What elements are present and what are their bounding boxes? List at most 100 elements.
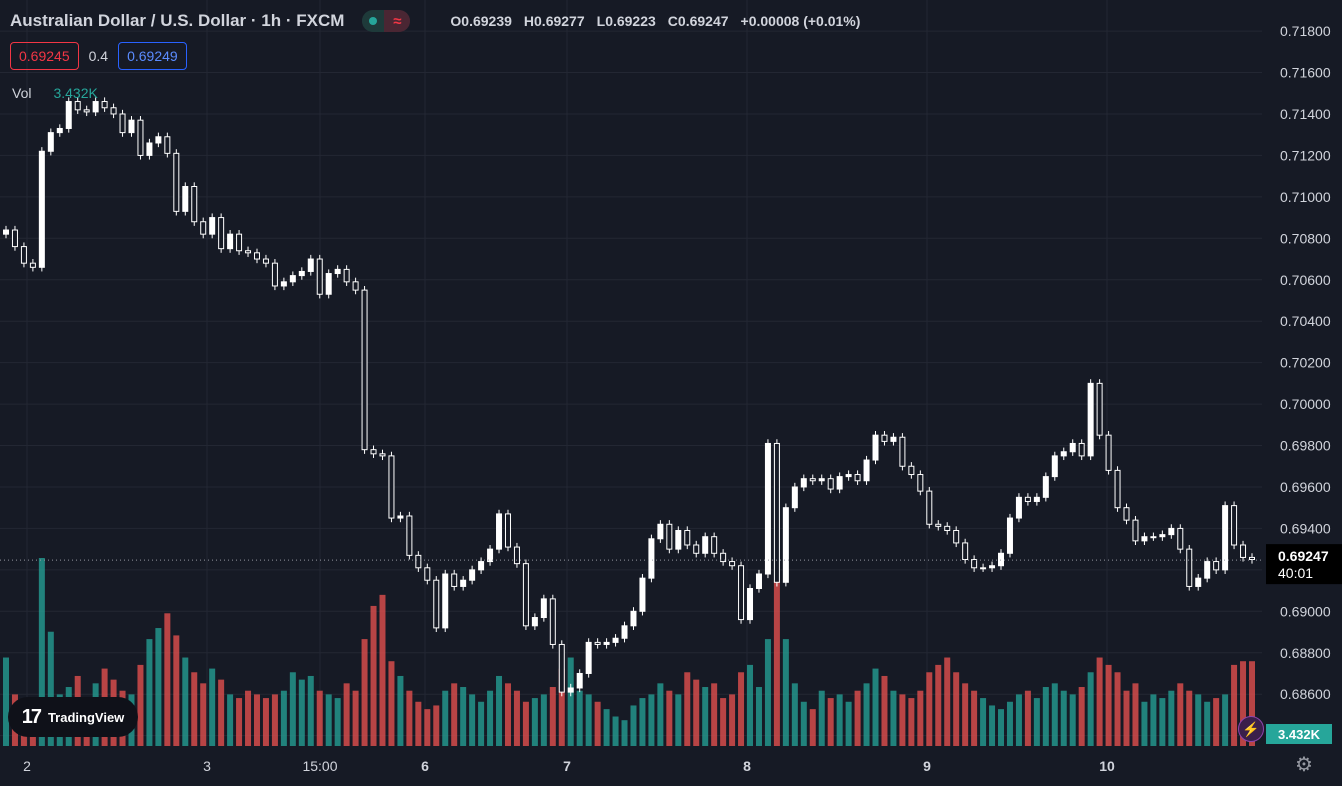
candle-body [1006, 517, 1013, 554]
candle-body [92, 101, 99, 113]
price-tick-label: 0.69000 [1280, 603, 1331, 619]
candle-body [352, 281, 359, 291]
volume-bar [200, 683, 207, 746]
market-status-pill[interactable]: ≈ [362, 10, 411, 32]
volume-bar [1051, 683, 1058, 746]
candle-body [1150, 536, 1157, 539]
wave-icon: ≈ [384, 10, 411, 32]
candle-body [406, 515, 413, 556]
candle-body [1105, 434, 1112, 471]
ohlc-close: C0.69247 [667, 13, 729, 29]
price-tick-label: 0.69400 [1280, 520, 1331, 536]
volume-bar [370, 605, 377, 746]
volume-bar [585, 694, 592, 746]
volume-bar [253, 694, 260, 746]
volume-bar [361, 639, 368, 746]
trade-buttons: 0.69245 0.4 0.69249 [10, 42, 187, 70]
sell-button[interactable]: 0.69245 [10, 42, 79, 70]
candle-body [316, 258, 323, 295]
time-tick-label: 7 [563, 758, 571, 774]
price-axis[interactable]: 0.71800 0.71600 0.71400 0.71200 0.71000 0.708… [1262, 0, 1342, 746]
candle-body [325, 273, 332, 295]
candle-body [1168, 527, 1175, 536]
candle-body [836, 476, 843, 490]
volume-bar [648, 694, 655, 746]
volume-bar [845, 701, 852, 746]
candle-body [962, 542, 969, 561]
candle-body [998, 552, 1005, 567]
candle-body [630, 610, 637, 627]
volume-bar [809, 709, 816, 746]
candle-body [74, 101, 81, 111]
volume-bar [334, 698, 341, 746]
volume-bar [971, 690, 978, 746]
price-tick-label: 0.71600 [1280, 65, 1331, 81]
candle-body [567, 687, 574, 693]
gear-icon[interactable]: ⚙ [1295, 754, 1313, 776]
candle-body [522, 563, 529, 627]
candle-body [173, 152, 180, 212]
volume-bar [1033, 698, 1040, 746]
candle-body [935, 523, 942, 527]
candle-body [3, 229, 9, 235]
candle-body [280, 281, 287, 287]
volume-bar [558, 668, 565, 746]
candle-body [971, 559, 978, 569]
volume-bar [298, 679, 305, 746]
volume-bar [684, 672, 691, 746]
volume-bar [1168, 690, 1175, 746]
volume-bar [137, 664, 144, 746]
candle-body [747, 588, 754, 621]
volume-bar [1177, 683, 1184, 746]
volume-bar [209, 668, 216, 746]
volume-bar [1015, 694, 1022, 746]
candle-body [513, 546, 520, 565]
candle-body [65, 101, 72, 129]
volume-bar [944, 657, 951, 746]
volume-bar [675, 694, 682, 746]
candle-body [764, 442, 771, 575]
candle-body [755, 573, 762, 590]
candle-body [899, 436, 906, 467]
volume-bar [406, 690, 413, 746]
volume-bar [540, 694, 547, 746]
volume-bar [155, 628, 162, 746]
last-price-box [1266, 544, 1342, 585]
time-axis[interactable]: 2 3 15:00 6 7 8 9 10 [0, 746, 1262, 786]
chart-plot[interactable] [0, 0, 1262, 746]
candle-body [657, 523, 664, 540]
candle-body [451, 573, 458, 587]
price-tick-label: 0.71400 [1280, 106, 1331, 122]
volume-legend[interactable]: Vol 3.432K [12, 85, 98, 101]
symbol-title[interactable]: Australian Dollar / U.S. Dollar · 1h · F… [10, 11, 345, 30]
volume-bar [621, 720, 628, 746]
candle-body [702, 536, 709, 554]
candle-body [460, 579, 467, 587]
lightning-icon[interactable]: ⚡ [1238, 716, 1264, 742]
volume-bar [881, 675, 888, 746]
candle-body [388, 455, 395, 519]
ohlc-high: H0.69277 [523, 13, 585, 29]
volume-bar [487, 690, 494, 746]
price-axis-svg: 0.71800 0.71600 0.71400 0.71200 0.71000 0.708… [1266, 23, 1342, 744]
volume-bar [289, 672, 296, 746]
time-tick-label: 10 [1099, 758, 1115, 774]
volume-bar [639, 698, 646, 746]
volume-bar [1087, 672, 1094, 746]
tradingview-logo[interactable]: 17 TradingView [8, 697, 138, 737]
volume-bar [612, 716, 619, 746]
buy-button[interactable]: 0.69249 [118, 42, 187, 70]
volume-bar [388, 661, 395, 746]
candle-body [487, 548, 494, 563]
volume-bar [1249, 661, 1255, 746]
candle-body [782, 507, 789, 583]
candle-body [1186, 548, 1193, 587]
volume-bar [1114, 672, 1121, 746]
volume-bar [47, 631, 54, 746]
candle-body [1222, 505, 1229, 571]
candle-body [424, 567, 431, 581]
last-price-label: 0.69247 [1278, 548, 1329, 564]
candle-body [182, 186, 189, 212]
volume-bar [1123, 690, 1130, 746]
chart-area[interactable]: Australian Dollar / U.S. Dollar · 1h · F… [0, 0, 1264, 746]
